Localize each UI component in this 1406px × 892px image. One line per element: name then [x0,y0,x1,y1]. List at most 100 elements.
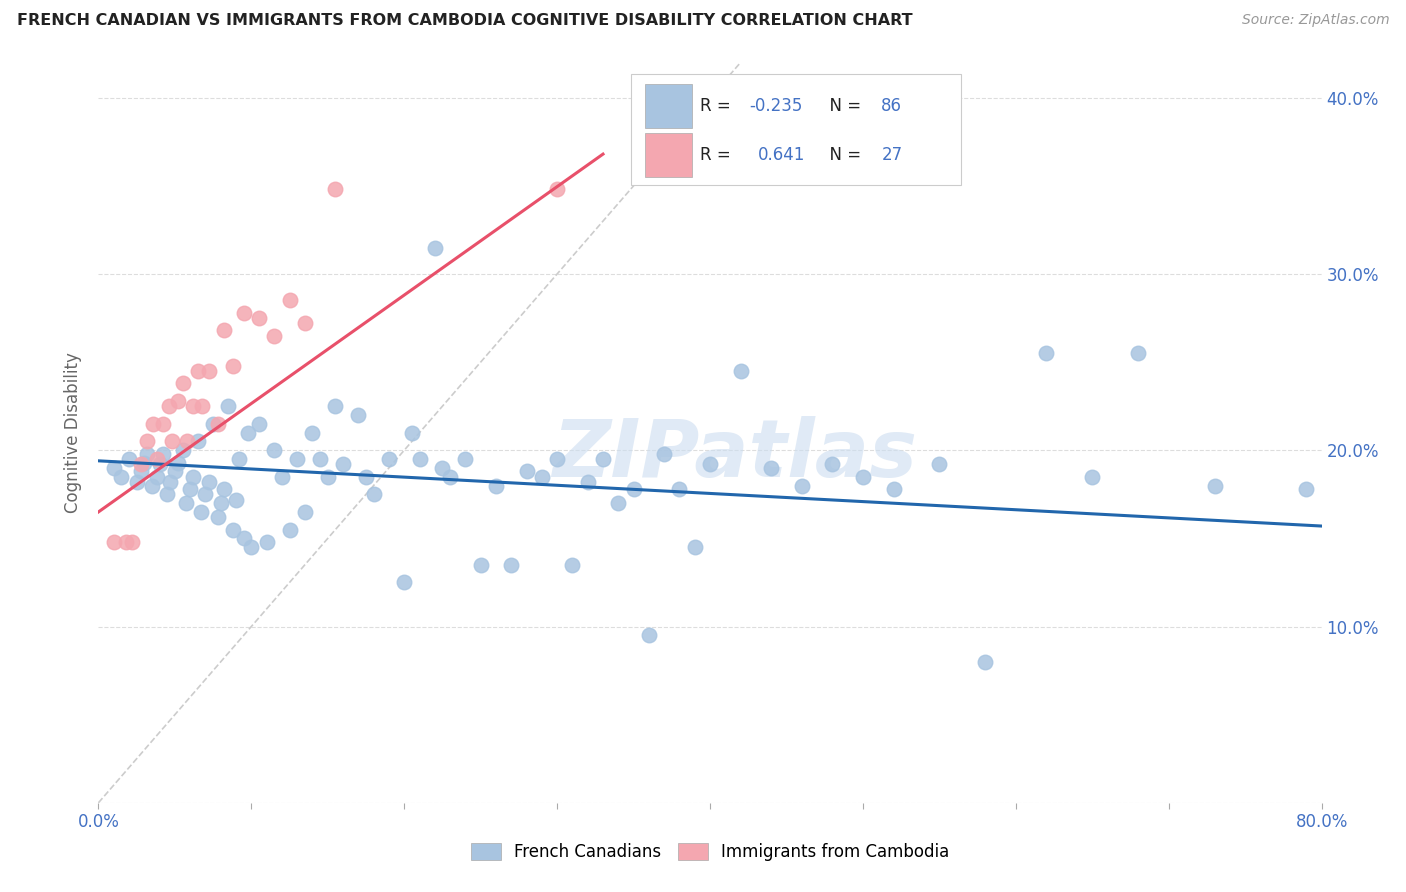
Point [423,240,446,255]
Point [217,399,239,413]
Point [530,469,553,483]
Point [142,417,165,431]
Point [561,558,583,572]
Text: N =: N = [818,146,866,164]
Point [928,458,950,472]
Point [134,456,156,470]
Point [115,535,138,549]
Point [238,425,260,440]
Point [683,540,706,554]
Point [181,469,204,483]
FancyBboxPatch shape [630,73,960,185]
Point [212,482,235,496]
Point [191,399,214,413]
Point [668,482,690,496]
Point [190,505,212,519]
Point [247,311,270,326]
Text: FRENCH CANADIAN VS IMMIGRANTS FROM CAMBODIA COGNITIVE DISABILITY CORRELATION CHA: FRENCH CANADIAN VS IMMIGRANTS FROM CAMBO… [17,13,912,29]
Point [129,464,152,478]
Point [202,417,225,431]
Point [103,461,125,475]
Point [294,316,316,330]
Text: N =: N = [818,97,866,115]
Point [316,469,339,483]
Point [883,482,905,496]
Point [103,535,125,549]
Point [207,417,229,431]
Point [172,443,194,458]
FancyBboxPatch shape [645,84,692,128]
Point [181,399,204,413]
Point [392,575,416,590]
Point [354,469,377,483]
Point [1295,482,1317,496]
Point [439,469,461,483]
Point [167,393,190,408]
Point [974,655,997,669]
Point [156,487,179,501]
Point [125,475,148,489]
Point [152,417,174,431]
Point [852,469,875,483]
Point [222,523,245,537]
Point [212,323,235,337]
Point [222,359,245,373]
Point [141,478,163,492]
Point [623,482,645,496]
Point [167,456,190,470]
Point [207,510,229,524]
Text: 0.641: 0.641 [758,146,806,164]
Point [160,434,183,449]
Point [247,417,270,431]
Point [294,505,316,519]
Point [699,458,721,472]
Text: 86: 86 [882,97,903,115]
Point [152,447,174,461]
Point [145,452,167,467]
Point [278,523,301,537]
Point [145,469,167,483]
Point [485,478,508,492]
Point [129,458,152,472]
Point [110,469,132,483]
Text: -0.235: -0.235 [749,97,803,115]
Point [730,364,752,378]
Point [1128,346,1150,360]
Point [179,482,201,496]
Point [347,408,370,422]
Point [432,461,454,475]
Point [401,425,423,440]
Point [256,535,278,549]
Point [278,293,301,308]
Point [240,540,263,554]
Point [652,447,675,461]
Point [174,496,197,510]
Point [1204,478,1226,492]
Point [325,182,347,196]
Point [159,475,181,489]
Point [501,558,523,572]
Point [197,475,219,489]
Point [121,535,143,549]
Point [363,487,385,501]
Point [470,558,492,572]
Point [176,434,198,449]
Point [592,452,614,467]
Point [187,364,209,378]
Point [325,399,347,413]
Point [270,469,292,483]
Point [225,492,247,507]
Point [790,478,813,492]
Point [332,458,354,472]
Text: ZIPatlas: ZIPatlas [553,416,917,494]
Point [576,475,599,489]
Point [228,452,250,467]
Point [172,376,194,391]
Point [157,399,180,413]
Point [516,464,538,478]
Point [149,458,172,472]
Point [309,452,332,467]
Point [607,496,630,510]
Point [263,443,285,458]
FancyBboxPatch shape [645,133,692,178]
